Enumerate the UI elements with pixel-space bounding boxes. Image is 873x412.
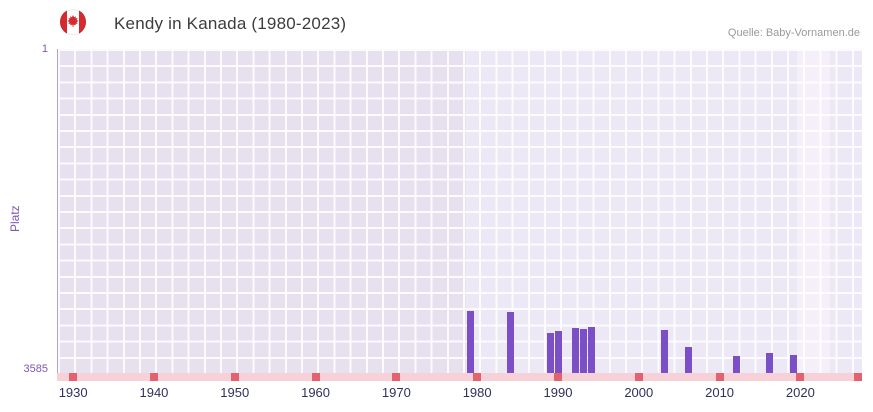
rank-bar-1984[interactable] — [507, 311, 514, 373]
rank-bar-2019[interactable] — [789, 355, 797, 373]
x-tick-label-1930: 1930 — [58, 385, 88, 400]
y-tick-bottom: 3585 — [23, 363, 48, 375]
plot-area — [57, 49, 862, 373]
x-tick-label-1960: 1960 — [301, 385, 331, 400]
rank-bar-1992[interactable] — [571, 328, 579, 373]
x-tick-label-2010: 2010 — [705, 385, 735, 400]
y-axis-label: Platz — [8, 205, 22, 232]
x-tick-label-1980: 1980 — [462, 385, 492, 400]
x-tick-label-2020: 2020 — [785, 385, 815, 400]
x-tick-label-1970: 1970 — [381, 385, 411, 400]
strip-tick-1930 — [69, 373, 78, 381]
x-axis-labels: 1930 1940 1950 1960 1970 1980 1990 2000 2010 2020 — [57, 385, 862, 403]
y-tick-top: 1 — [41, 43, 48, 55]
rank-bar-1979[interactable] — [466, 311, 474, 373]
x-tick-label-1940: 1940 — [139, 385, 169, 400]
rank-bar-2003[interactable] — [660, 330, 668, 373]
x-tick-label-2000: 2000 — [624, 385, 654, 400]
source-attribution: Quelle: Baby-Vornamen.de — [727, 27, 860, 39]
rank-bar-1990[interactable] — [555, 330, 563, 373]
strip-tick-2020 — [796, 373, 805, 381]
rank-bar-1989[interactable] — [547, 332, 555, 373]
no-rank-strip — [57, 373, 862, 381]
strip-tick-2010 — [715, 373, 724, 381]
chart-title: Kendy in Kanada (1980-2023) — [114, 14, 347, 33]
strip-tick-2000 — [634, 373, 643, 381]
x-tick-label-1950: 1950 — [220, 385, 250, 400]
strip-tick-1960 — [311, 373, 320, 381]
rank-bar-1994[interactable] — [587, 327, 595, 373]
rank-bar-2012[interactable] — [733, 356, 741, 373]
rank-bar-2016[interactable] — [765, 352, 773, 373]
strip-tick-1940 — [149, 373, 158, 381]
grid-lines — [58, 49, 862, 373]
strip-tick-1980 — [473, 373, 482, 381]
rank-bar-1993[interactable] — [579, 329, 587, 373]
strip-tick-1990 — [553, 373, 562, 381]
strip-tick-1970 — [392, 373, 401, 381]
canada-flag-icon — [59, 8, 87, 36]
strip-tick-1950 — [230, 373, 239, 381]
x-tick-label-1990: 1990 — [543, 385, 573, 400]
rank-bar-2006[interactable] — [684, 347, 692, 373]
strip-end-cap — [854, 373, 862, 381]
